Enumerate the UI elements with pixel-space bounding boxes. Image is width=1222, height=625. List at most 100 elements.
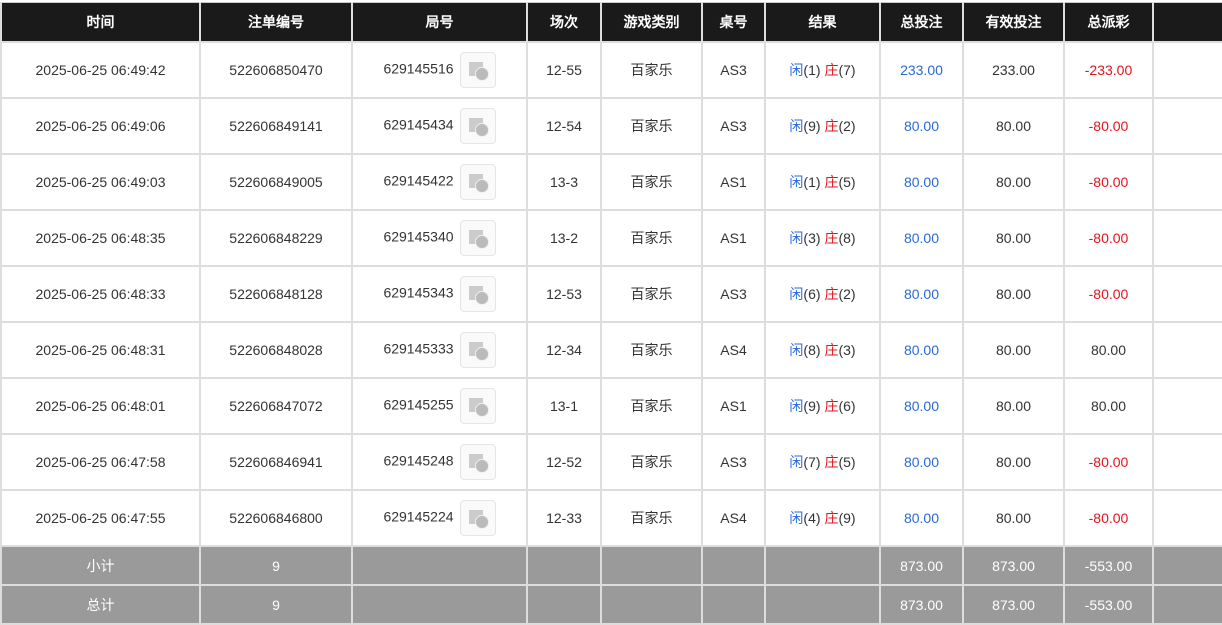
- round-cell: 629145224: [351, 489, 528, 547]
- video-replay-icon[interactable]: [459, 500, 496, 536]
- valid-bet-cell: 80.00: [962, 489, 1065, 547]
- table-cell: AS3: [701, 265, 766, 323]
- game-type-cell: 百家乐: [600, 321, 703, 379]
- payout-cell: -80.00: [1063, 97, 1154, 155]
- video-replay-icon[interactable]: [459, 276, 496, 312]
- summary-row: 总计 9 873.00 873.00 -553.00: [0, 584, 1222, 625]
- summary-total-bet: 873.00: [879, 545, 964, 586]
- banker-score: (2): [838, 286, 856, 302]
- player-score: (4): [803, 510, 821, 526]
- session-cell: 13-3: [526, 153, 602, 211]
- game-type-cell: 百家乐: [600, 209, 703, 267]
- banker-label: 庄: [824, 286, 839, 302]
- table-cell: AS3: [701, 433, 766, 491]
- banker-label: 庄: [824, 118, 839, 134]
- time-cell: 2025-06-25 06:48:01: [0, 377, 201, 435]
- empty-cell: [1152, 377, 1222, 435]
- banker-label: 庄: [824, 398, 839, 414]
- empty-cell: [600, 545, 703, 586]
- time-cell: 2025-06-25 06:49:42: [0, 41, 201, 99]
- empty-cell: [1152, 209, 1222, 267]
- payout-cell: -233.00: [1063, 41, 1154, 99]
- result-cell: 闲(6) 庄(2): [764, 265, 881, 323]
- order-number-cell: 522606849141: [199, 97, 353, 155]
- column-header: 结果: [764, 2, 881, 43]
- payout-cell: -80.00: [1063, 209, 1154, 267]
- column-header: 游戏类别: [600, 2, 703, 43]
- column-header: 场次: [526, 2, 602, 43]
- time-cell: 2025-06-25 06:47:58: [0, 433, 201, 491]
- total-bet-cell: 80.00: [879, 265, 964, 323]
- table-row: 2025-06-25 06:49:42 522606850470 6291455…: [0, 41, 1222, 99]
- summary-payout: -553.00: [1063, 545, 1154, 586]
- table-row: 2025-06-25 06:48:01 522606847072 6291452…: [0, 377, 1222, 435]
- banker-label: 庄: [824, 454, 839, 470]
- round-cell: 629145340: [351, 209, 528, 267]
- video-replay-icon[interactable]: [459, 164, 496, 200]
- game-type-cell: 百家乐: [600, 97, 703, 155]
- order-number-cell: 522606846941: [199, 433, 353, 491]
- game-type-cell: 百家乐: [600, 265, 703, 323]
- valid-bet-cell: 80.00: [962, 321, 1065, 379]
- valid-bet-cell: 80.00: [962, 433, 1065, 491]
- session-cell: 12-55: [526, 41, 602, 99]
- total-bet-cell: 80.00: [879, 321, 964, 379]
- video-replay-icon[interactable]: [459, 220, 496, 256]
- player-score: (9): [803, 398, 821, 414]
- order-number-cell: 522606847072: [199, 377, 353, 435]
- result-cell: 闲(9) 庄(6): [764, 377, 881, 435]
- player-label: 闲: [789, 398, 804, 414]
- empty-cell: [1152, 153, 1222, 211]
- time-cell: 2025-06-25 06:49:03: [0, 153, 201, 211]
- payout-cell: 80.00: [1063, 377, 1154, 435]
- session-cell: 12-33: [526, 489, 602, 547]
- player-label: 闲: [789, 62, 804, 78]
- table-row: 2025-06-25 06:48:35 522606848229 6291453…: [0, 209, 1222, 267]
- session-cell: 13-2: [526, 209, 602, 267]
- table-cell: AS4: [701, 321, 766, 379]
- empty-cell: [351, 545, 528, 586]
- player-label: 闲: [789, 118, 804, 134]
- result-cell: 闲(8) 庄(3): [764, 321, 881, 379]
- round-number: 629145248: [383, 452, 454, 469]
- table-row: 2025-06-25 06:47:55 522606846800 6291452…: [0, 489, 1222, 547]
- order-number-cell: 522606849005: [199, 153, 353, 211]
- video-replay-icon[interactable]: [459, 52, 496, 88]
- order-number-cell: 522606848028: [199, 321, 353, 379]
- payout-cell: -80.00: [1063, 433, 1154, 491]
- video-replay-icon[interactable]: [459, 444, 496, 480]
- column-header: [1152, 2, 1222, 43]
- video-replay-icon[interactable]: [459, 332, 496, 368]
- session-cell: 13-1: [526, 377, 602, 435]
- round-cell: 629145434: [351, 97, 528, 155]
- player-score: (1): [803, 62, 821, 78]
- valid-bet-cell: 233.00: [962, 41, 1065, 99]
- player-label: 闲: [789, 174, 804, 190]
- game-type-cell: 百家乐: [600, 489, 703, 547]
- payout-cell: -80.00: [1063, 489, 1154, 547]
- empty-cell: [701, 545, 766, 586]
- table-cell: AS1: [701, 209, 766, 267]
- banker-score: (6): [838, 398, 856, 414]
- round-number: 629145434: [383, 116, 454, 133]
- empty-cell: [1152, 321, 1222, 379]
- video-replay-icon[interactable]: [459, 108, 496, 144]
- total-bet-cell: 80.00: [879, 377, 964, 435]
- table-row: 2025-06-25 06:49:03 522606849005 6291454…: [0, 153, 1222, 211]
- order-number-cell: 522606848128: [199, 265, 353, 323]
- video-replay-icon[interactable]: [459, 388, 496, 424]
- table-header: 时间 注单编号 局号 场次 游戏类别 桌号 结果 总投注 有效投注 总派彩: [0, 2, 1222, 43]
- order-number-cell: 522606850470: [199, 41, 353, 99]
- player-score: (6): [803, 286, 821, 302]
- banker-label: 庄: [824, 174, 839, 190]
- result-cell: 闲(3) 庄(8): [764, 209, 881, 267]
- column-header: 时间: [0, 2, 201, 43]
- empty-cell: [1152, 41, 1222, 99]
- round-number: 629145516: [383, 60, 454, 77]
- banker-score: (9): [838, 510, 856, 526]
- summary-payout: -553.00: [1063, 584, 1154, 625]
- order-number-cell: 522606848229: [199, 209, 353, 267]
- table-cell: AS1: [701, 377, 766, 435]
- time-cell: 2025-06-25 06:48:31: [0, 321, 201, 379]
- round-number: 629145422: [383, 172, 454, 189]
